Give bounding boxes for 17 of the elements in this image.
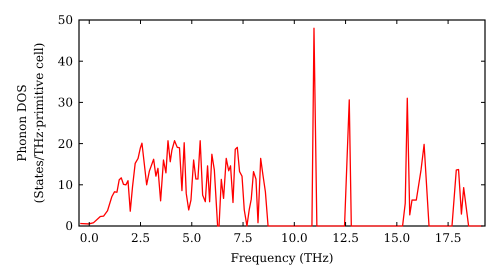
line-series: [80, 28, 484, 227]
x-tick-label: 15.0: [383, 231, 410, 245]
y-tick-label: 0: [65, 219, 73, 234]
y-tick-label: 40: [58, 54, 73, 68]
y-tick-label: 20: [58, 136, 73, 151]
x-tick-label: 12.5: [332, 231, 359, 245]
x-tick-label: 2.5: [130, 231, 150, 245]
y-tick-label: 50: [58, 13, 73, 28]
x-tick-label: 10.0: [280, 231, 308, 245]
y-tick-label: 10: [58, 178, 73, 192]
y-axis-title: Phonon DOS (States/THz·primitive cell): [15, 42, 46, 204]
x-tick-label: 0.0: [80, 231, 99, 245]
x-tick-label: 7.5: [233, 231, 253, 245]
y-tick-label: 30: [58, 96, 73, 110]
x-tick-label: 5.0: [182, 231, 202, 245]
x-axis-title: Frequency (THz): [230, 251, 334, 265]
x-tick-label: 17.5: [434, 231, 462, 245]
